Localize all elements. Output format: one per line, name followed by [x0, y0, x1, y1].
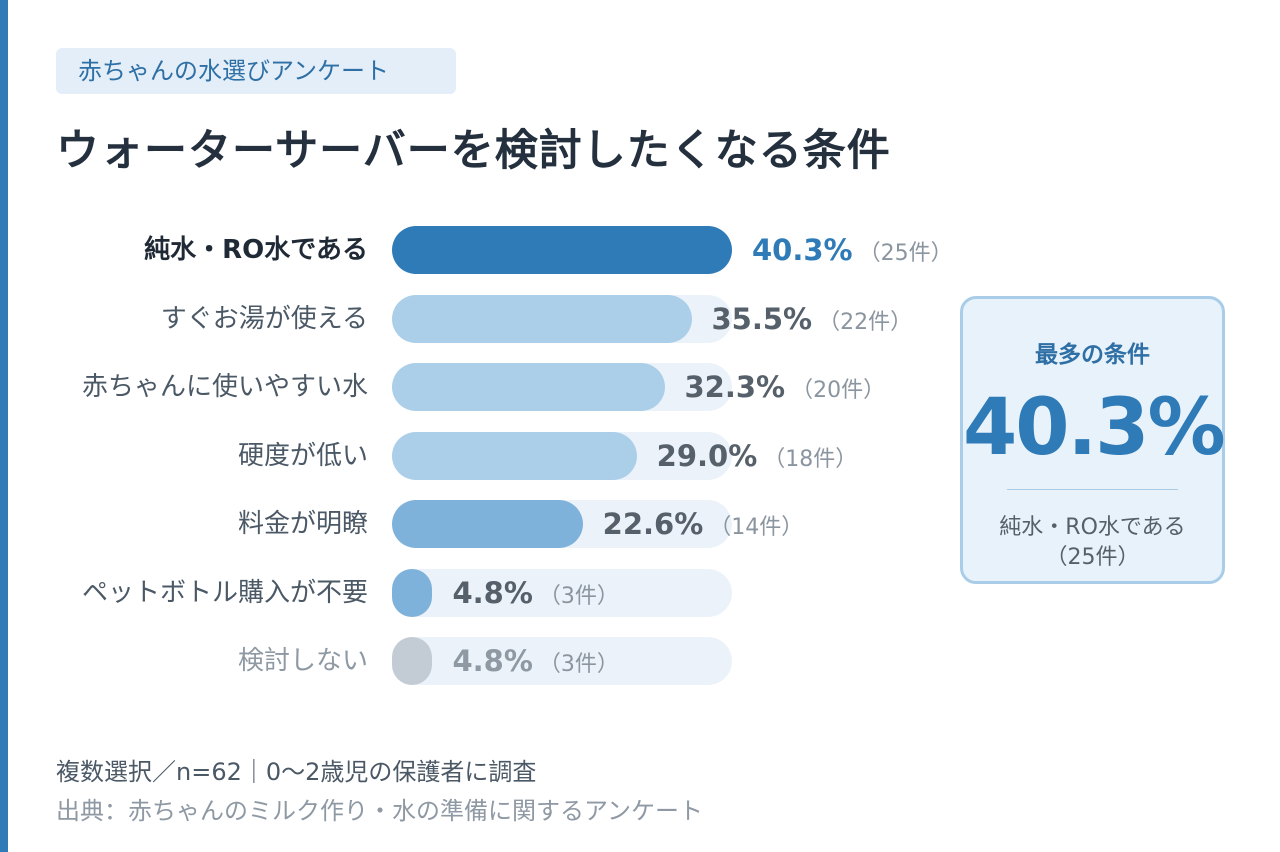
bar	[392, 432, 637, 480]
survey-tag: 赤ちゃんの水選びアンケート	[56, 48, 456, 94]
callout-label: 最多の条件	[1035, 342, 1150, 368]
value-label: 40.3% （25件）	[752, 226, 953, 274]
value-count: （22件）	[818, 310, 913, 335]
footnote: 複数選択／n=62｜0〜2歳児の保護者に調査	[56, 758, 537, 786]
callout-divider	[1007, 489, 1178, 490]
value-count: （14件）	[709, 515, 804, 540]
category-label: 硬度が低い	[237, 441, 368, 471]
value-count: （3件）	[538, 652, 619, 677]
value-count: （25件）	[858, 241, 953, 266]
value-count: （20件）	[791, 378, 886, 403]
category-label: 純水・RO水である	[144, 235, 368, 265]
value-label: 29.0% （18件）	[657, 432, 858, 480]
value-percent: 35.5%	[711, 302, 813, 336]
bar	[392, 569, 433, 617]
bar	[392, 363, 665, 411]
callout-value: 40.3%	[963, 383, 1226, 473]
callout-count: （25件）	[1045, 545, 1140, 570]
value-count: （18件）	[763, 447, 858, 472]
bar-track	[392, 569, 732, 617]
callout-condition-name: 純水・RO水である	[999, 515, 1186, 540]
category-label: すぐお湯が使える	[160, 304, 368, 334]
value-percent: 4.8%	[452, 576, 533, 610]
category-label: 料金が明瞭	[237, 509, 368, 539]
source-note: 出典：赤ちゃんのミルク作り・水の準備に関するアンケート	[56, 797, 704, 825]
value-label: 4.8% （3件）	[452, 637, 618, 685]
category-label: 赤ちゃんに使いやすい水	[81, 372, 368, 402]
value-percent: 22.6%	[602, 507, 704, 541]
bar	[392, 637, 433, 685]
value-percent: 40.3%	[752, 233, 853, 267]
value-percent: 4.8%	[452, 644, 533, 678]
value-label: 4.8% （3件）	[452, 569, 618, 617]
category-label: 検討しない	[237, 646, 368, 676]
value-percent: 32.3%	[684, 370, 786, 404]
bar	[392, 226, 732, 274]
bar	[392, 500, 583, 548]
category-label: ペットボトル購入が不要	[81, 578, 368, 608]
value-label: 22.6% （14件）	[603, 500, 804, 548]
left-accent-bar	[0, 0, 8, 852]
value-count: （3件）	[538, 584, 619, 609]
page-title: ウォーターサーバーを検討したくなる条件	[56, 126, 891, 176]
top-condition-callout: 最多の条件 40.3% 純水・RO水である （25件）	[960, 296, 1226, 584]
value-percent: 29.0%	[656, 439, 758, 473]
bar-track	[392, 637, 732, 685]
value-label: 35.5% （22件）	[712, 295, 913, 343]
value-label: 32.3% （20件）	[685, 363, 886, 411]
bar	[392, 295, 692, 343]
